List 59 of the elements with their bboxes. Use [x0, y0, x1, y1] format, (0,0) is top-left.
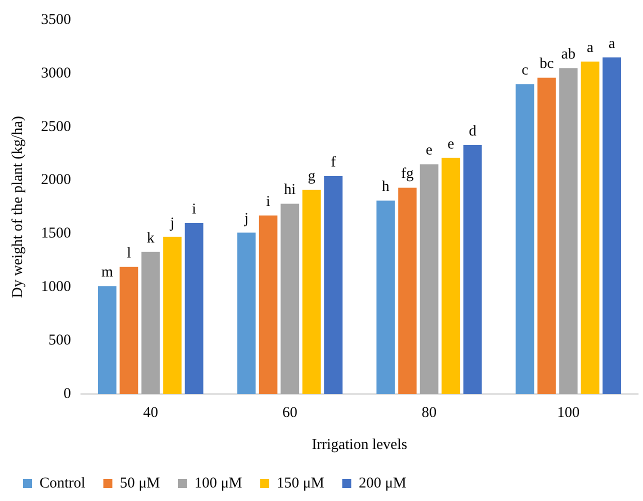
data-label: h [382, 179, 390, 196]
x-tick-label: 40 [143, 404, 158, 421]
bar [580, 62, 600, 394]
legend-label: 50 μM [120, 475, 160, 492]
data-label: bc [540, 56, 554, 72]
data-label: a [586, 40, 594, 56]
x-tick-label: 60 [282, 404, 298, 421]
y-tick-label: 2500 [41, 118, 71, 135]
data-label: i [266, 194, 270, 210]
y-tick-label: 3000 [41, 65, 71, 82]
y-tick-label: 0 [64, 386, 71, 402]
data-label: g [308, 168, 316, 184]
y-tick-label: 3500 [41, 12, 71, 28]
bar [98, 286, 116, 394]
x-tick-label: 80 [422, 404, 437, 421]
bar [559, 68, 578, 394]
data-label: ab [561, 46, 576, 63]
bar [141, 252, 160, 394]
legend-label: 200 μM [358, 475, 406, 492]
data-label: f [330, 154, 336, 170]
bar [237, 232, 256, 394]
bar [463, 145, 482, 394]
y-tick-label: 1000 [41, 279, 71, 296]
bar [376, 200, 395, 394]
legend-label: Control [40, 475, 86, 492]
bar [120, 266, 138, 394]
bar [184, 223, 204, 394]
data-label: e [448, 136, 455, 152]
bar [398, 188, 417, 394]
bar [258, 216, 278, 394]
data-label: l [126, 245, 131, 262]
bar [420, 164, 438, 394]
y-tick-label: 2000 [41, 172, 71, 188]
data-label: j [243, 211, 249, 228]
y-tick-label: 1500 [41, 226, 71, 242]
bar [537, 78, 556, 394]
x-tick-label: 100 [557, 404, 580, 421]
y-tick-label: 500 [48, 332, 71, 349]
bar [302, 190, 321, 394]
data-label: fg [401, 166, 414, 182]
data-label: hi [284, 182, 296, 198]
data-label: m [101, 264, 114, 281]
data-label: c [522, 62, 529, 79]
bar [516, 84, 534, 394]
legend-label: 100 μM [194, 475, 242, 492]
data-label: e [426, 142, 433, 159]
x-axis-title: Irrigation levels [312, 436, 408, 453]
data-label: d [468, 123, 477, 140]
data-label: k [146, 230, 155, 246]
data-label: j [169, 215, 174, 232]
bar [442, 158, 460, 394]
bar [602, 57, 622, 394]
y-axis-title: Dy weight of the plant (kg/ha) [10, 116, 26, 298]
data-label: a [608, 36, 616, 52]
bar [280, 204, 300, 394]
legend-label: 150 μM [276, 475, 324, 492]
bar [324, 176, 343, 394]
data-label: i [192, 201, 196, 218]
bar [163, 236, 182, 394]
